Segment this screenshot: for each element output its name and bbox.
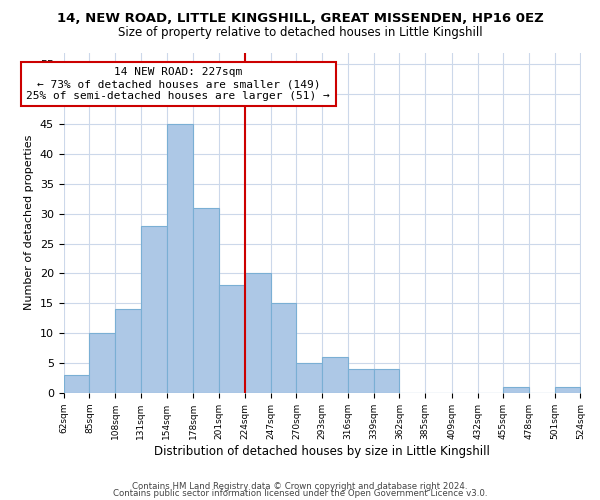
Y-axis label: Number of detached properties: Number of detached properties: [25, 135, 34, 310]
Bar: [64, 375, 89, 393]
Bar: [115, 310, 141, 393]
Bar: [167, 124, 193, 393]
Bar: [348, 369, 374, 393]
Text: Contains HM Land Registry data © Crown copyright and database right 2024.: Contains HM Land Registry data © Crown c…: [132, 482, 468, 491]
X-axis label: Distribution of detached houses by size in Little Kingshill: Distribution of detached houses by size …: [154, 444, 490, 458]
Text: 14 NEW ROAD: 227sqm
← 73% of detached houses are smaller (149)
25% of semi-detac: 14 NEW ROAD: 227sqm ← 73% of detached ho…: [26, 68, 330, 100]
Text: 14, NEW ROAD, LITTLE KINGSHILL, GREAT MISSENDEN, HP16 0EZ: 14, NEW ROAD, LITTLE KINGSHILL, GREAT MI…: [56, 12, 544, 26]
Bar: [555, 387, 580, 393]
Bar: [296, 363, 322, 393]
Bar: [271, 304, 296, 393]
Bar: [245, 274, 271, 393]
Text: Contains public sector information licensed under the Open Government Licence v3: Contains public sector information licen…: [113, 489, 487, 498]
Bar: [141, 226, 167, 393]
Bar: [322, 357, 348, 393]
Bar: [89, 333, 115, 393]
Bar: [374, 369, 399, 393]
Bar: [503, 387, 529, 393]
Text: Size of property relative to detached houses in Little Kingshill: Size of property relative to detached ho…: [118, 26, 482, 39]
Bar: [219, 286, 245, 393]
Bar: [193, 208, 219, 393]
